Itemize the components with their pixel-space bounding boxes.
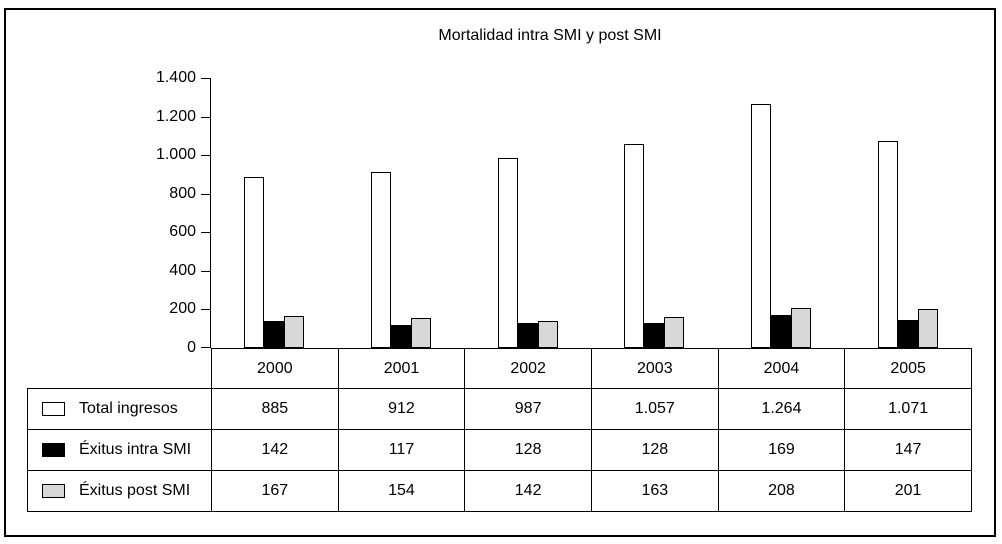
bar-series1-2000 [244,177,264,348]
year-header-2004: 2004 [717,348,846,389]
value-cell-series2-2002: 128 [464,429,592,471]
y-axis-tick [201,309,210,310]
value-cell-series3-2001: 154 [337,470,466,512]
legend-cell: Total ingresos [27,388,212,430]
table-row-series3: Éxitus post SMI 167 154 142 163 208 201 [27,470,972,512]
bar-series3-2004 [791,308,811,348]
legend-label: Éxitus intra SMI [79,441,192,458]
y-axis-tick [201,78,210,79]
bar-series3-2005 [918,309,938,348]
y-axis-tick-label: 200 [169,300,196,317]
y-axis-tick-label: 1.200 [155,108,196,125]
value-cell-series1-2000: 885 [211,388,339,430]
value-cell-series1-2002: 987 [464,388,592,430]
y-axis-tick [201,194,210,195]
bar-series2-2000 [264,321,284,348]
legend-cell: Éxitus intra SMI [27,429,212,471]
value-cell-series2-2003: 128 [590,429,719,471]
table-corner-cell [28,349,212,389]
y-axis-tick [201,155,210,156]
y-axis [210,78,211,348]
bar-series3-2000 [284,316,304,348]
bar-series2-2003 [644,323,664,348]
year-header-2002: 2002 [464,348,592,389]
table-row-series2: Éxitus intra SMI 142 117 128 128 169 147 [27,429,972,471]
year-header-2005: 2005 [844,348,972,389]
y-axis-tick [201,347,210,348]
bar-series1-2003 [624,144,644,348]
bar-series2-2004 [771,315,791,348]
value-cell-series2-2000: 142 [211,429,339,471]
legend-label: Éxitus post SMI [79,482,191,499]
bar-series3-2002 [538,321,558,348]
legend-swatch-series3 [42,484,65,498]
y-axis-tick [201,232,210,233]
year-header-2000: 2000 [211,348,339,389]
legend-cell: Éxitus post SMI [27,470,212,512]
value-cell-series2-2004: 169 [717,429,846,471]
value-cell-series2-2005: 147 [844,429,972,471]
value-cell-series1-2005: 1.071 [844,388,972,430]
y-axis-tick-label: 800 [169,185,196,202]
chart-title: Mortalidad intra SMI y post SMI [438,27,662,44]
bar-series1-2001 [371,172,391,348]
bar-series1-2005 [878,141,898,348]
year-header-2001: 2001 [337,348,466,389]
y-axis-tick-label: 1.000 [155,146,196,163]
bar-series3-2003 [664,317,684,348]
table-row-series1: Total ingresos 885 912 987 1.057 1.264 1.071 [27,388,972,430]
value-cell-series3-2000: 167 [211,470,339,512]
value-cell-series3-2003: 163 [590,470,719,512]
bar-series1-2002 [498,158,518,348]
legend-swatch-series2 [42,443,65,457]
bar-series2-2005 [898,320,918,348]
value-cell-series1-2001: 912 [337,388,466,430]
y-axis-tick-label: 400 [169,262,196,279]
value-cell-series1-2004: 1.264 [717,388,846,430]
value-cell-series3-2002: 142 [464,470,592,512]
bar-series2-2002 [518,323,538,348]
y-axis-tick [201,271,210,272]
value-cell-series3-2005: 201 [844,470,972,512]
y-axis-tick-label: 1.400 [155,69,196,86]
figure-border [4,8,996,537]
bar-series2-2001 [391,325,411,348]
value-cell-series3-2004: 208 [717,470,846,512]
legend-swatch-series1 [42,402,65,416]
legend-label: Total ingresos [79,400,178,417]
bar-series3-2001 [411,318,431,348]
y-axis-tick-label: 600 [169,223,196,240]
data-table: 2000 2001 2002 2003 2004 2005 Total ingresos 88… [27,348,972,512]
value-cell-series1-2003: 1.057 [590,388,719,430]
y-axis-tick [201,117,210,118]
value-cell-series2-2001: 117 [337,429,466,471]
bar-series1-2004 [751,104,771,348]
y-axis-tick-label: 0 [187,339,196,356]
year-header-2003: 2003 [590,348,719,389]
